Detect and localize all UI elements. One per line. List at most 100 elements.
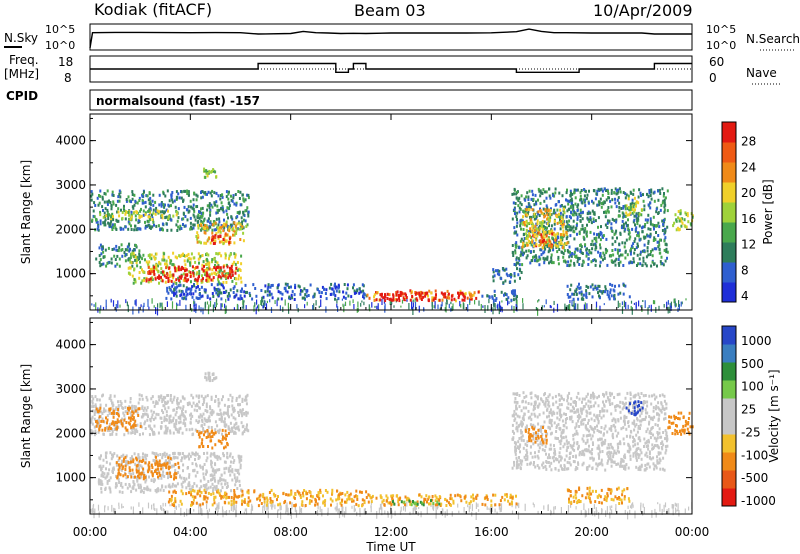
heat-cell bbox=[142, 467, 145, 471]
heat-cell bbox=[244, 291, 247, 294]
heat-cell bbox=[118, 214, 121, 218]
heat-cell bbox=[546, 206, 549, 210]
heat-cell bbox=[536, 219, 539, 223]
heat-cell bbox=[125, 199, 128, 203]
heat-cell bbox=[404, 292, 407, 296]
scatter-speck bbox=[642, 503, 644, 508]
heat-cell bbox=[204, 175, 207, 179]
heat-cell bbox=[213, 473, 216, 476]
heat-cell bbox=[639, 252, 642, 256]
heat-cell bbox=[148, 192, 151, 196]
heat-cell bbox=[520, 252, 523, 256]
heat-cell bbox=[212, 489, 214, 493]
heat-cell bbox=[643, 204, 646, 208]
heat-cell bbox=[462, 294, 465, 298]
heat-cell bbox=[569, 253, 572, 257]
heat-cell bbox=[521, 219, 524, 223]
heat-cell bbox=[175, 282, 178, 285]
heat-cell bbox=[459, 289, 462, 293]
heat-cell bbox=[498, 269, 501, 273]
heat-cell bbox=[618, 187, 621, 191]
heat-cell bbox=[147, 280, 150, 284]
heat-cell bbox=[221, 428, 224, 432]
heat-cell bbox=[114, 422, 117, 426]
heat-cell bbox=[627, 194, 630, 198]
scatter-speck bbox=[413, 506, 415, 510]
heat-cell bbox=[143, 406, 146, 410]
scatter-speck bbox=[206, 503, 208, 510]
heat-cell bbox=[555, 214, 558, 218]
heat-cell bbox=[222, 210, 225, 214]
heat-cell bbox=[134, 199, 137, 203]
heat-cell bbox=[152, 211, 155, 215]
heat-cell bbox=[579, 190, 582, 194]
scatter-speck bbox=[152, 503, 155, 506]
heat-cell bbox=[200, 485, 203, 489]
heat-cell bbox=[216, 457, 219, 461]
heat-cell bbox=[531, 238, 534, 242]
heat-cell bbox=[665, 250, 668, 254]
heat-cell bbox=[149, 211, 151, 215]
heat-cell bbox=[395, 291, 398, 295]
scatter-speck bbox=[193, 301, 195, 304]
heat-cell bbox=[657, 240, 660, 244]
heat-cell bbox=[217, 194, 220, 198]
heat-cell bbox=[106, 474, 109, 478]
heat-cell bbox=[578, 291, 581, 295]
heat-cell bbox=[148, 260, 151, 264]
heat-cell bbox=[219, 235, 222, 238]
heat-cell bbox=[117, 207, 120, 211]
heat-cell bbox=[162, 489, 165, 492]
heat-cell bbox=[675, 228, 678, 232]
scatter-speck bbox=[91, 507, 93, 513]
heat-cell bbox=[111, 469, 114, 473]
heat-cell bbox=[162, 203, 165, 207]
heat-cell bbox=[515, 192, 518, 196]
heat-cell bbox=[211, 223, 214, 227]
heat-cell bbox=[602, 234, 605, 238]
heat-cell bbox=[586, 212, 589, 216]
heat-cell bbox=[180, 459, 183, 462]
heat-cell bbox=[523, 251, 525, 255]
heat-cell bbox=[101, 471, 104, 474]
heat-cell bbox=[655, 247, 658, 251]
heat-cell bbox=[220, 224, 223, 228]
heat-cell bbox=[222, 286, 225, 290]
heat-cell bbox=[624, 256, 627, 260]
heat-cell bbox=[102, 410, 105, 414]
heat-cell bbox=[513, 272, 516, 275]
heat-cell bbox=[549, 260, 552, 264]
scatter-speck bbox=[650, 304, 652, 312]
heat-cell bbox=[138, 433, 141, 437]
heat-cell bbox=[124, 399, 127, 403]
heat-cell bbox=[542, 207, 545, 211]
heat-cell bbox=[159, 473, 161, 477]
heat-cell bbox=[197, 213, 200, 217]
heat-cell bbox=[379, 293, 382, 297]
heat-cell bbox=[597, 291, 599, 295]
scatter-speck bbox=[666, 301, 668, 309]
heat-cell bbox=[232, 229, 235, 233]
heat-cell bbox=[241, 287, 243, 291]
heat-cell bbox=[240, 458, 243, 462]
heat-cell bbox=[629, 235, 632, 239]
heat-cell bbox=[143, 487, 146, 491]
heat-cell bbox=[644, 218, 647, 222]
heat-cell bbox=[529, 234, 532, 238]
heat-cell bbox=[101, 195, 104, 199]
heat-cell bbox=[303, 287, 306, 291]
heat-cell bbox=[161, 409, 163, 413]
scatter-speck bbox=[344, 301, 347, 306]
heat-cell bbox=[561, 225, 564, 229]
heat-cell bbox=[155, 412, 158, 416]
heat-cell bbox=[110, 217, 113, 221]
heat-cell bbox=[144, 455, 147, 459]
heat-cell bbox=[181, 412, 184, 416]
heat-cell bbox=[231, 273, 234, 277]
heat-cell bbox=[627, 218, 629, 222]
heat-cell bbox=[217, 252, 220, 256]
heat-cell bbox=[198, 455, 200, 459]
heat-cell bbox=[243, 294, 246, 298]
heat-cell bbox=[651, 223, 654, 227]
heat-cell bbox=[99, 219, 102, 223]
